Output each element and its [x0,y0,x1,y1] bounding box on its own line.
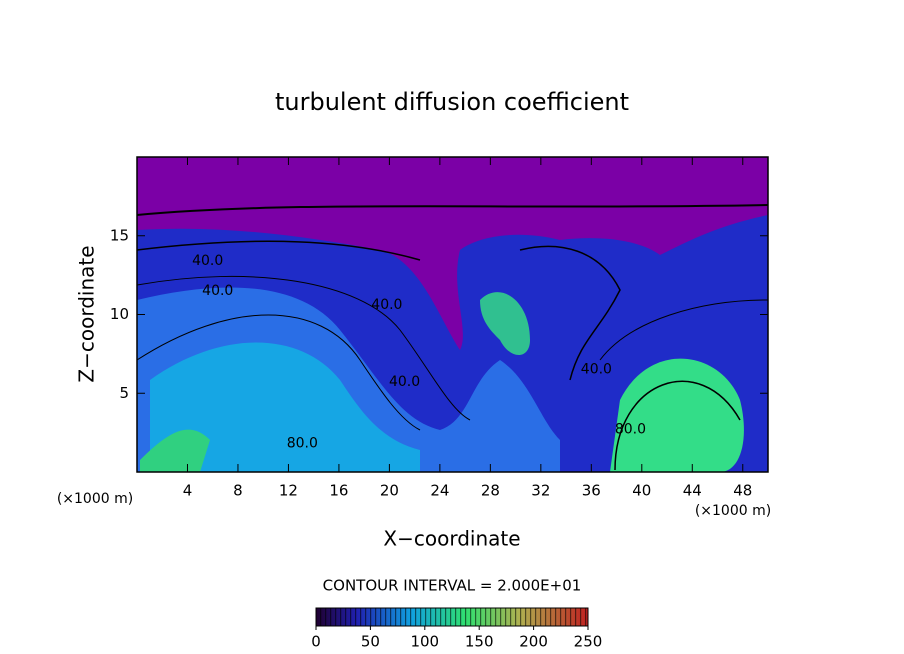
contour-label: 40.0 [202,283,233,299]
x-unit-left: (×1000 m) [57,491,133,507]
x-unit-right: (×1000 m) [695,503,771,519]
colorbar-tick-label: 100 [410,633,439,651]
colorbar-tick-label: 0 [311,633,321,651]
contour-label: 80.0 [615,421,646,437]
colorbar-tick-label: 50 [361,633,380,651]
x-tick-label: 36 [582,482,601,500]
x-tick-label: 32 [531,482,550,500]
contour-label: 40.0 [192,253,223,269]
contour-label: 40.0 [389,374,420,390]
contour-interval: CONTOUR INTERVAL = 2.000E+01 [323,577,582,595]
chart-title: turbulent diffusion coefficient [275,88,629,116]
x-tick-label: 24 [430,482,449,500]
contour-label: 80.0 [287,436,318,452]
colorbar-frame [315,607,589,627]
x-tick-label: 44 [683,482,702,500]
x-tick-label: 4 [183,482,193,500]
colorbar-tick-label: 200 [519,633,548,651]
x-tick-label: 48 [733,482,752,500]
y-tick-label: 10 [110,305,129,323]
x-axis-label: X−coordinate [383,527,520,551]
x-tick-label: 16 [329,482,348,500]
x-tick-label: 20 [380,482,399,500]
contour-field [137,157,768,472]
colorbar-tick-label: 150 [465,633,494,651]
x-tick-label: 40 [632,482,651,500]
y-tick-label: 15 [110,226,129,244]
x-tick-label: 12 [279,482,298,500]
y-tick-label: 5 [119,384,129,402]
y-axis-label: Z−coordinate [75,245,99,382]
x-tick-label: 28 [481,482,500,500]
contour-label: 40.0 [371,297,402,313]
x-tick-label: 8 [233,482,243,500]
contour-label: 40.0 [581,362,612,378]
colorbar-tick-label: 250 [574,633,603,651]
